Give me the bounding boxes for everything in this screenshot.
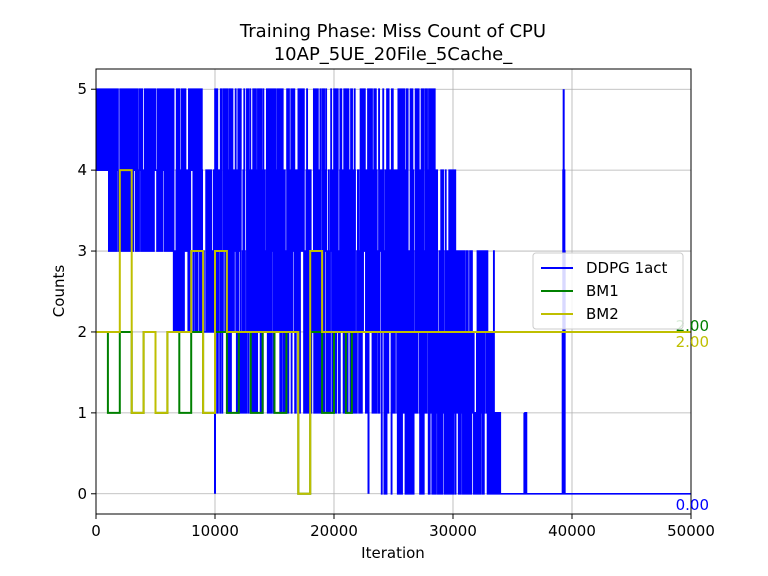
x-tick-label: 10000 (191, 522, 239, 540)
end-value-label: 0.00 (676, 496, 709, 514)
x-axis-ticks: 0 10000 20000 30000 40000 50000 (91, 514, 715, 540)
end-value-labels: 0.00 2.002.00 (676, 317, 709, 514)
x-tick-label: 40000 (548, 522, 596, 540)
y-tick-label: 0 (77, 485, 87, 503)
legend-label: DDPG 1act (586, 259, 668, 277)
legend-label: BM2 (586, 305, 619, 323)
end-value-label: 2.00 (676, 333, 709, 351)
legend-box (532, 252, 684, 330)
x-tick-label: 0 (91, 522, 101, 540)
y-tick-label: 2 (77, 323, 87, 341)
y-axis-ticks: 0 1 2 3 4 5 (77, 80, 96, 503)
y-tick-label: 5 (77, 80, 87, 98)
series-line (96, 169, 691, 495)
chart-title: Training Phase: Miss Count of CPU (239, 21, 546, 42)
y-axis-title: Counts (50, 265, 68, 318)
end-value-label: 2.00 (676, 317, 709, 335)
x-tick-label: 50000 (667, 522, 715, 540)
plot-frame (95, 68, 692, 515)
y-tick-label: 3 (77, 242, 87, 260)
x-tick-label: 30000 (429, 522, 477, 540)
legend-label: BM1 (586, 282, 619, 300)
chart-title-group: Training Phase: Miss Count of CPU 10AP_5… (239, 21, 546, 65)
chart-subtitle: 10AP_5UE_20File_5Cache_ (274, 44, 514, 65)
y-tick-label: 1 (77, 404, 87, 422)
y-tick-label: 4 (77, 161, 87, 179)
x-tick-label: 20000 (310, 522, 358, 540)
series-bm2 (96, 169, 691, 495)
legend: DDPG 1act BM1 BM2 (532, 252, 684, 330)
x-axis-title: Iteration (361, 544, 425, 562)
